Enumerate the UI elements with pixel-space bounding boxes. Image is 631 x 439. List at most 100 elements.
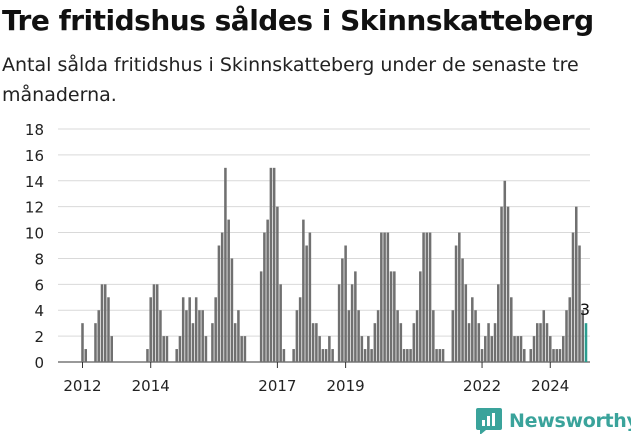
bar: [399, 323, 403, 362]
bar: [152, 284, 156, 362]
bar: [490, 336, 494, 362]
bar: [529, 349, 533, 362]
bar: [441, 349, 445, 362]
bar: [574, 206, 578, 362]
bar: [357, 310, 360, 362]
y-tick-label: 8: [34, 250, 44, 268]
bar: [185, 310, 188, 362]
brand-name: Newsworthy: [509, 410, 631, 432]
bar: [341, 258, 344, 362]
bar: [497, 284, 500, 362]
bar: [97, 310, 100, 362]
y-tick-label: 18: [25, 121, 44, 139]
bar: [435, 349, 438, 362]
bar: [194, 297, 198, 362]
bar: [432, 310, 435, 362]
bar: [103, 284, 107, 362]
bar: [201, 310, 204, 362]
bar: [337, 284, 341, 362]
bar: [331, 349, 334, 362]
bar: [565, 310, 568, 362]
bar: [406, 349, 409, 362]
bar: [536, 323, 539, 362]
bar: [558, 349, 562, 362]
bar: [175, 349, 178, 362]
bar: [110, 336, 113, 362]
bar: [155, 284, 159, 362]
bar: [318, 336, 321, 362]
bar: [519, 336, 523, 362]
bar: [324, 349, 328, 362]
last-value-label: 3: [580, 300, 590, 319]
bar: [149, 297, 152, 362]
bar: [454, 245, 458, 362]
bar: [204, 336, 208, 362]
bar: [282, 349, 286, 362]
bar: [386, 232, 390, 362]
bar: [84, 349, 88, 362]
bar: [467, 323, 471, 362]
bar: [571, 232, 575, 362]
y-tick-label: 0: [34, 354, 44, 372]
x-tick-label: 2017: [258, 377, 296, 395]
bar: [493, 323, 497, 362]
annotations: 3: [580, 300, 590, 319]
bar: [344, 245, 347, 362]
bar: [266, 219, 269, 362]
bar: [568, 297, 572, 362]
bar: [181, 297, 185, 362]
bar: [380, 232, 383, 362]
bar: [578, 245, 581, 362]
bar: [419, 271, 422, 362]
bar: [305, 245, 308, 362]
bar: [308, 232, 312, 362]
bar: [396, 310, 399, 362]
bar: [523, 349, 526, 362]
bar: [516, 336, 520, 362]
bar: [162, 336, 165, 362]
bar: [81, 323, 84, 362]
y-axis-ticks: 0 2 4 6 8 10 12 14 16 18: [25, 121, 44, 372]
x-tick-label: 2012: [63, 377, 101, 395]
bar: [191, 323, 195, 362]
bar: [393, 271, 396, 362]
bar: [360, 336, 364, 362]
bar: [474, 310, 477, 362]
bar: [428, 232, 432, 362]
x-tick-label: 2014: [132, 377, 170, 395]
bar: [373, 323, 377, 362]
bar: [230, 258, 234, 362]
bar: [503, 180, 507, 362]
bar: [315, 323, 318, 362]
bar: [188, 297, 191, 362]
bar: [480, 349, 484, 362]
bar: [233, 323, 237, 362]
bar: [354, 271, 357, 362]
bar: [422, 232, 425, 362]
bar: [178, 336, 182, 362]
bar: [279, 284, 282, 362]
bar: [321, 349, 325, 362]
bar: [425, 232, 429, 362]
bar: [500, 206, 503, 362]
x-tick-label: 2024: [531, 377, 569, 395]
bar: [581, 310, 585, 362]
bar: [552, 349, 555, 362]
bar: [367, 336, 370, 362]
bar: [510, 297, 513, 362]
bar: [458, 232, 461, 362]
bar: [461, 258, 464, 362]
bar: [220, 232, 224, 362]
bar: [451, 310, 455, 362]
bar: [227, 219, 230, 362]
y-tick-label: 4: [34, 302, 44, 320]
bar: [412, 323, 416, 362]
bar: [214, 297, 217, 362]
y-tick-label: 12: [25, 199, 44, 217]
bar: [159, 310, 162, 362]
bar: [100, 284, 104, 362]
bar: [224, 167, 227, 362]
y-tick-label: 14: [25, 173, 44, 191]
y-tick-label: 10: [25, 225, 44, 243]
x-axis-ticks: 2012 2014 2017 2019 2022 2024: [63, 362, 569, 395]
